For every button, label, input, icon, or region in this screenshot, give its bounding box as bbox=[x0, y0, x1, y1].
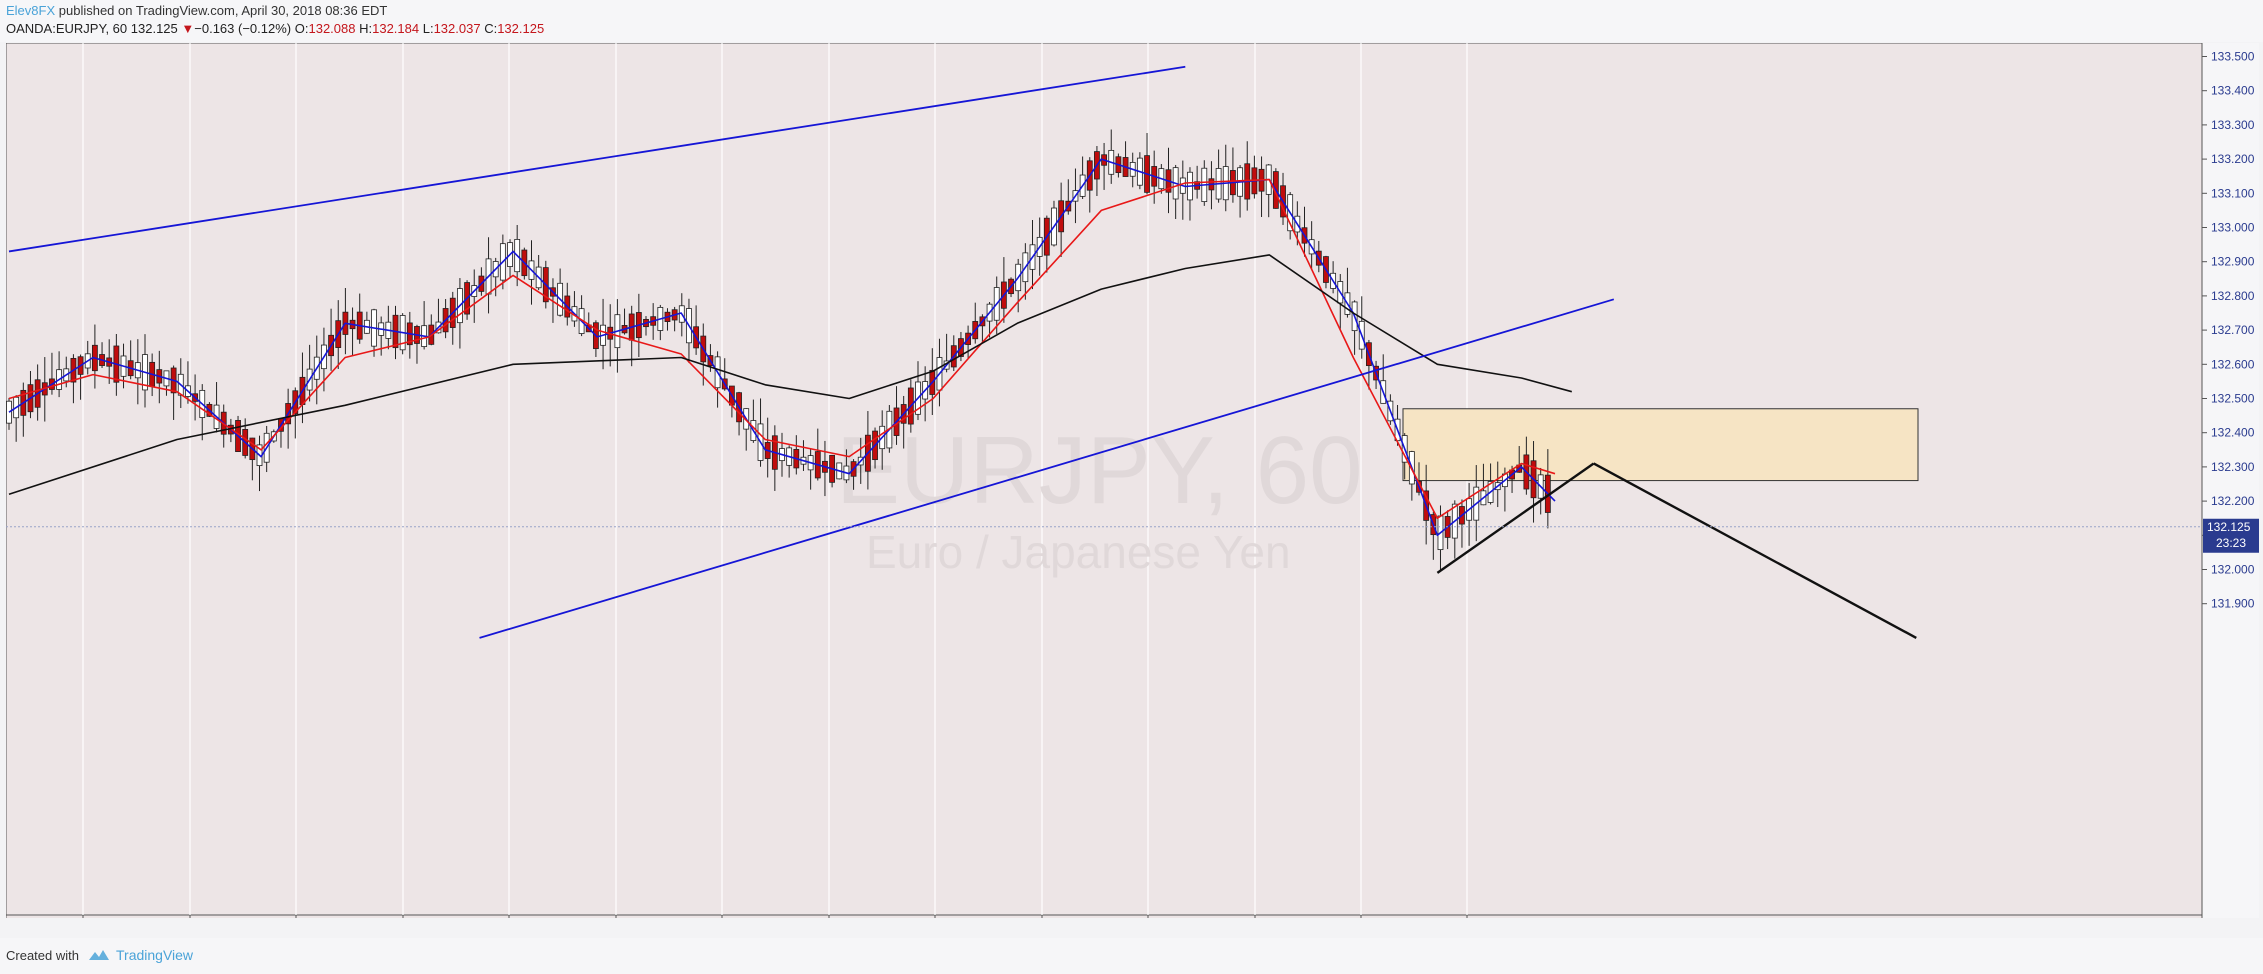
down-arrow-icon: ▼ bbox=[181, 21, 195, 36]
created-with-text: Created with bbox=[6, 948, 79, 963]
close-label: C: bbox=[484, 21, 498, 36]
current-price-badge-bg bbox=[2203, 518, 2259, 553]
time-axis-labels: 17181920232425262730May234 bbox=[82, 915, 1468, 918]
price-label-13: 132.200 bbox=[2211, 494, 2255, 508]
price-label-16: 131.900 bbox=[2211, 597, 2255, 611]
price-label-10: 132.500 bbox=[2211, 392, 2255, 406]
high-label: H: bbox=[359, 21, 373, 36]
published-text: published on TradingView.com, April 30, … bbox=[55, 3, 388, 18]
chart-area[interactable]: EURJPY, 60 Euro / Japanese Yen 133.500 13… bbox=[6, 43, 2259, 918]
chart-header: Elev8FX published on TradingView.com, Ap… bbox=[0, 0, 2263, 42]
zone-box bbox=[1402, 408, 1919, 482]
price-label-7: 132.800 bbox=[2211, 289, 2255, 303]
author-link[interactable]: Elev8FX bbox=[6, 3, 56, 18]
trendline-0 bbox=[8, 65, 1186, 253]
grid-lines bbox=[82, 43, 1468, 915]
trendline-2 bbox=[1436, 462, 1595, 574]
price-chart[interactable]: EURJPY, 60 Euro / Japanese Yen 133.500 13… bbox=[6, 43, 2259, 918]
trendlines[interactable] bbox=[8, 65, 1917, 639]
price-label-12: 132.300 bbox=[2211, 460, 2255, 474]
price-axis-background bbox=[2202, 43, 2259, 918]
ohlc-info: OANDA:EURJPY, 60 132.125 ▼−0.163 (−0.12%… bbox=[6, 21, 544, 36]
countdown-label: 23:23 bbox=[2216, 536, 2246, 550]
low-value: 132.037 bbox=[433, 21, 481, 36]
low-label: L: bbox=[422, 21, 434, 36]
price-label-9: 132.600 bbox=[2211, 357, 2255, 371]
moving-average-moving_average_slow bbox=[8, 178, 1556, 520]
watermark-name: Euro / Japanese Yen bbox=[866, 526, 1291, 578]
tradingview-label: TradingView bbox=[116, 947, 194, 963]
current-price-badge: 132.125 23:23 bbox=[2203, 518, 2259, 553]
moving-averages bbox=[8, 158, 1573, 537]
chart-footer: Created with TradingView bbox=[0, 938, 2263, 974]
price-label-4: 133.100 bbox=[2211, 186, 2255, 200]
close-value: 132.125 bbox=[497, 21, 545, 36]
price-label-5: 133.000 bbox=[2211, 221, 2255, 235]
price-label-15: 132.000 bbox=[2211, 563, 2255, 577]
price-label-1: 133.400 bbox=[2211, 84, 2255, 98]
price-label-8: 132.700 bbox=[2211, 323, 2255, 337]
trendline-3 bbox=[1593, 462, 1917, 639]
price-label-3: 133.200 bbox=[2211, 152, 2255, 166]
publish-info: Elev8FX published on TradingView.com, Ap… bbox=[6, 3, 387, 18]
moving-average-moving_average_long bbox=[8, 254, 1573, 496]
change-value: −0.163 (−0.12%) bbox=[194, 21, 292, 36]
symbol-watermark: EURJPY, 60 Euro / Japanese Yen bbox=[836, 417, 1363, 578]
price-label-0: 133.500 bbox=[2211, 50, 2255, 64]
price-label-2: 133.300 bbox=[2211, 118, 2255, 132]
price-label-6: 132.900 bbox=[2211, 255, 2255, 269]
open-label: O: bbox=[294, 21, 309, 36]
symbol-label: OANDA:EURJPY, 60 bbox=[6, 21, 128, 36]
tradingview-logo-icon bbox=[89, 950, 109, 960]
resistance-zone[interactable] bbox=[1402, 408, 1919, 482]
tradingview-link[interactable]: TradingView bbox=[88, 947, 193, 963]
trendline-1 bbox=[479, 298, 1615, 639]
high-value: 132.184 bbox=[372, 21, 420, 36]
price-label-11: 132.400 bbox=[2211, 426, 2255, 440]
open-value: 132.088 bbox=[308, 21, 356, 36]
last-price: 132.125 bbox=[130, 21, 178, 36]
current-price-label: 132.125 bbox=[2207, 520, 2251, 534]
